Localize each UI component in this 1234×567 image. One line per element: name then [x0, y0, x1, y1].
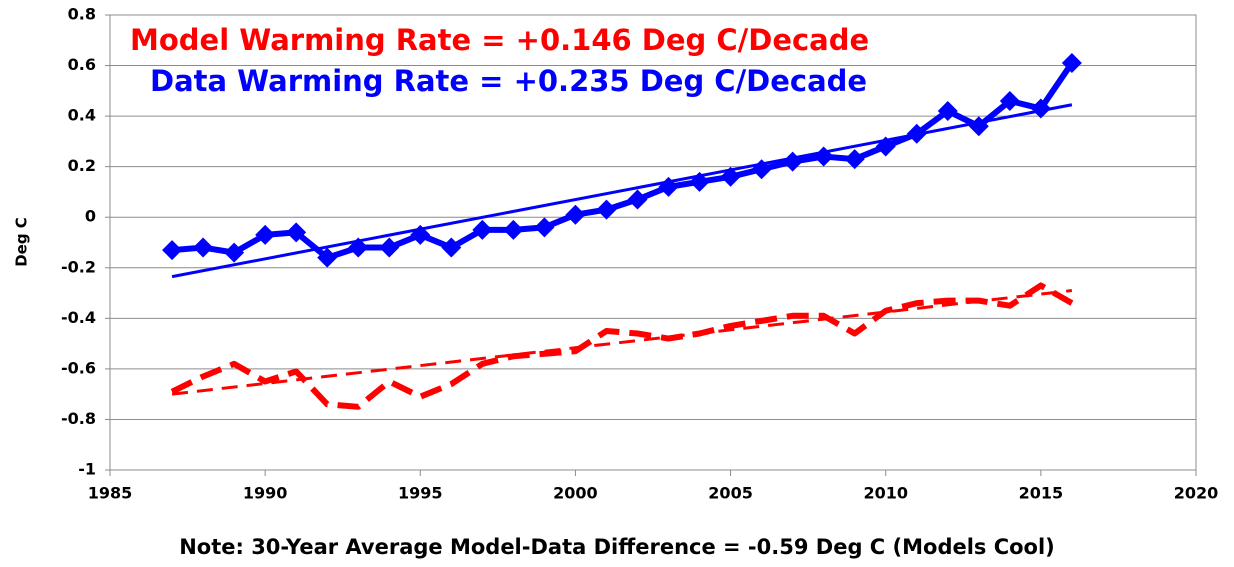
y-tick-label: 0.6	[68, 55, 96, 74]
data-point	[689, 171, 710, 192]
data-point	[875, 136, 896, 157]
x-tick-label: 1985	[88, 484, 133, 503]
data-point	[379, 237, 400, 258]
y-tick-label: -0.6	[61, 358, 96, 377]
data-point	[999, 90, 1020, 111]
data-point	[565, 204, 586, 225]
data-point	[813, 146, 834, 167]
plot-border	[109, 14, 1197, 471]
data-point	[658, 176, 679, 197]
x-tick-label: 2015	[1019, 484, 1064, 503]
data-point	[410, 224, 431, 245]
data-point	[503, 219, 524, 240]
note: Note: 30-Year Average Model-Data Differe…	[179, 535, 1055, 559]
data-point	[472, 219, 493, 240]
x-tick-label: 1990	[243, 484, 288, 503]
y-tick-label: 0.8	[68, 5, 96, 24]
data-point	[968, 116, 989, 137]
data-point	[1030, 98, 1051, 119]
y-axis-label: Deg C	[13, 217, 31, 267]
y-tick-label: -1	[78, 460, 96, 479]
x-tick-label: 1995	[398, 484, 443, 503]
data-point	[317, 247, 338, 268]
x-tick-label: 2010	[863, 484, 908, 503]
data-point	[627, 189, 648, 210]
x-tick-label: 2000	[553, 484, 598, 503]
data-point	[782, 151, 803, 172]
data-point	[844, 149, 865, 170]
data-point	[286, 222, 307, 243]
y-tick-label: 0.4	[68, 106, 96, 125]
data-point	[720, 166, 741, 187]
annotation: Data Warming Rate = +0.235 Deg C/Decade	[150, 64, 867, 98]
data-point	[224, 242, 245, 263]
x-tick-label: 2020	[1174, 484, 1219, 503]
y-tick-label: 0	[85, 207, 96, 226]
data-point	[1061, 53, 1082, 74]
data-point	[751, 159, 772, 180]
data-point	[937, 101, 958, 122]
data-point	[348, 237, 369, 258]
data-point	[596, 199, 617, 220]
trend-line	[171, 289, 1073, 396]
x-tick-label: 2005	[708, 484, 753, 503]
data-point	[534, 217, 555, 238]
y-tick-label: -0.8	[61, 409, 96, 428]
y-tick-label: 0.2	[68, 156, 96, 175]
y-tick-label: -0.4	[61, 308, 96, 327]
data-point	[441, 237, 462, 258]
annotation: Model Warming Rate = +0.146 Deg C/Decade	[130, 23, 869, 57]
data-point	[162, 240, 183, 261]
y-tick-label: -0.2	[61, 257, 96, 276]
data-point	[255, 224, 276, 245]
data-point	[193, 237, 214, 258]
series-line	[170, 282, 1074, 410]
data-point	[906, 123, 927, 144]
